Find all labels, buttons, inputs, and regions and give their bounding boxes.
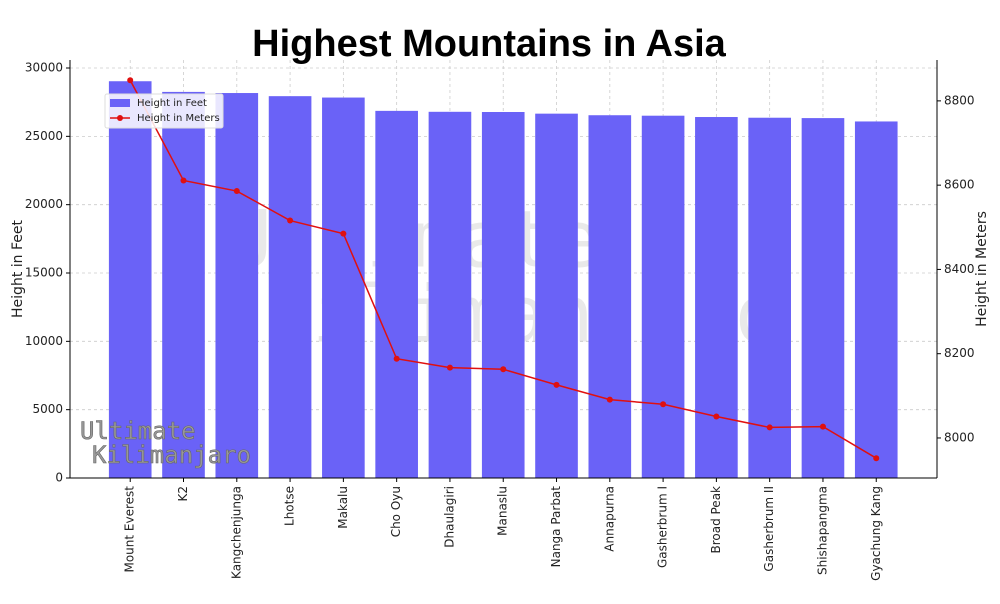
bar (481, 112, 525, 479)
x-tick-label: Manaslu (496, 486, 510, 536)
x-tick-label: Broad Peak (709, 486, 723, 554)
bar (375, 110, 418, 479)
x-tick-label: Lhotse (283, 486, 297, 526)
bar (322, 97, 365, 478)
y2-tick-label: 8200 (944, 346, 975, 360)
bar (535, 113, 578, 478)
line-point (233, 188, 240, 195)
line-point (819, 423, 826, 430)
x-tick-label: Cho Oyu (389, 486, 403, 537)
legend-box (104, 93, 224, 129)
y-tick-label: 30000 (25, 61, 63, 75)
x-tick-label: Makalu (336, 486, 350, 529)
legend-label: Height in Feet (137, 98, 207, 109)
y-tick-label: 10000 (25, 334, 63, 348)
line-point (340, 230, 347, 237)
x-tick-label: Shishapangma (815, 486, 829, 575)
line-point (500, 366, 507, 373)
y-tick-label: 20000 (25, 197, 63, 211)
line-point (766, 424, 773, 431)
chart-title: Highest Mountains in Asia (252, 23, 726, 65)
bar (108, 81, 152, 479)
line-point (660, 401, 667, 408)
y2-axis-label: Height in Meters (974, 211, 990, 327)
bar (748, 117, 791, 478)
y-axis-label: Height in Feet (10, 220, 26, 318)
line-point (180, 177, 187, 184)
y2-tick-label: 8400 (944, 262, 975, 276)
y2-tick-label: 8600 (944, 178, 975, 192)
y2-tick-label: 8000 (944, 430, 975, 444)
line-point (446, 364, 453, 371)
y-tick-label: 0 (55, 471, 63, 485)
y-tick-label: 15000 (25, 266, 63, 280)
legend-swatch (117, 115, 123, 121)
x-tick-label: Gyachung Kang (869, 486, 883, 581)
bar (268, 96, 312, 478)
line-point (287, 217, 294, 224)
bar (854, 121, 898, 478)
x-tick-label: Kangchenjunga (229, 486, 243, 579)
x-tick-label: Mount Everest (123, 486, 137, 573)
y-tick-label: 25000 (25, 129, 63, 143)
x-tick-label: K2 (176, 486, 190, 502)
bar (641, 115, 685, 479)
bar (428, 111, 472, 478)
y2-tick-label: 8800 (944, 93, 975, 107)
watermark-small: Kilimanjaro (92, 441, 251, 469)
line-point (393, 355, 400, 362)
line-point (713, 413, 720, 420)
x-tick-label: Nanga Parbat (549, 486, 563, 568)
legend-label: Height in Meters (137, 113, 220, 124)
x-tick-label: Dhaulagiri (442, 486, 456, 548)
y-tick-label: 5000 (32, 402, 63, 416)
line-point (606, 396, 613, 403)
line-point (873, 455, 880, 462)
line-point (127, 77, 134, 84)
legend-swatch (110, 99, 130, 107)
x-tick-label: Gasherbrum I (656, 486, 670, 568)
bar (695, 117, 738, 479)
bar (801, 118, 845, 478)
x-tick-label: Annapurna (602, 486, 616, 552)
bar (215, 93, 259, 478)
bar (162, 91, 205, 478)
watermark-small: Ultimate (80, 417, 196, 445)
bar (588, 115, 632, 478)
line-point (553, 381, 560, 388)
x-tick-label: Gasherbrum II (762, 486, 776, 572)
